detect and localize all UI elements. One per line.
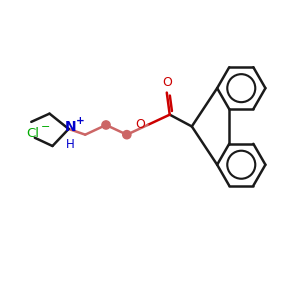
Text: N: N xyxy=(65,121,76,134)
Text: O: O xyxy=(135,118,145,131)
Circle shape xyxy=(102,121,110,129)
Circle shape xyxy=(123,130,131,139)
Text: −: − xyxy=(41,122,50,132)
Text: O: O xyxy=(162,76,172,89)
Text: Cl: Cl xyxy=(26,127,39,140)
Text: H: H xyxy=(66,138,75,151)
Text: +: + xyxy=(76,116,84,126)
